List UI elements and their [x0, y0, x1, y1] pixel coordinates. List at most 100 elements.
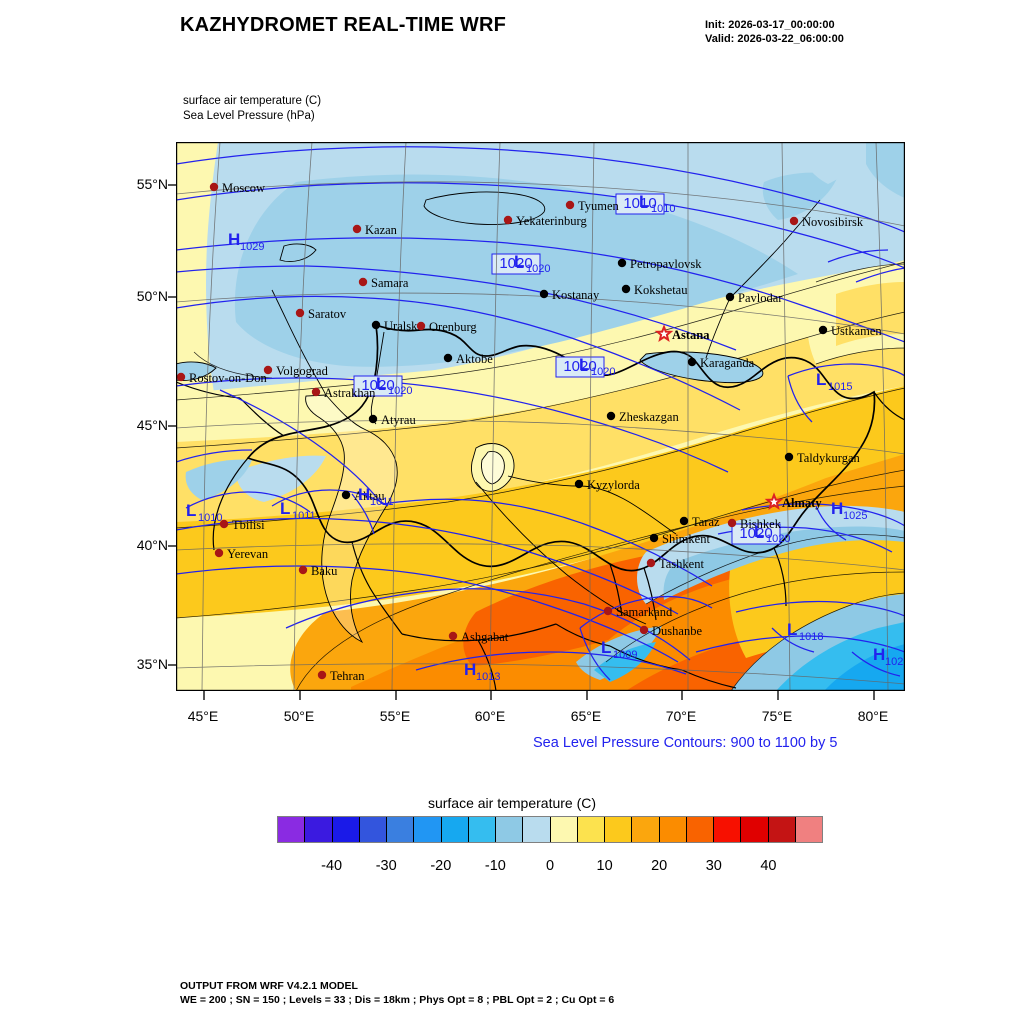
city-marker[interactable]: Yerevan — [214, 547, 269, 561]
footer-line-config: WE = 200 ; SN = 150 ; Levels = 33 ; Dis … — [180, 994, 615, 1006]
city-dot-icon — [784, 452, 794, 462]
colorbar-tick-label: 20 — [651, 858, 668, 874]
city-label: Orenburg — [429, 320, 477, 334]
pressure-center: H 1011 — [358, 485, 394, 508]
city-marker[interactable]: Pavlodar — [725, 291, 783, 305]
city-marker[interactable]: Kyzylorda — [574, 478, 640, 492]
city-label: Kostanay — [552, 288, 600, 302]
city-label: Novosibirsk — [802, 215, 864, 229]
pressure-value-label: 1009 — [613, 649, 637, 661]
city-label: Aktobe — [456, 352, 493, 366]
city-dot-icon — [358, 277, 368, 287]
slp-contour-caption: Sea Level Pressure Contours: 900 to 1100… — [533, 735, 838, 751]
city-marker[interactable]: Almaty — [764, 492, 822, 510]
city-marker[interactable]: Astana — [654, 324, 710, 342]
city-marker[interactable]: Rostov-on-Don — [176, 371, 268, 385]
city-marker[interactable]: Yekaterinburg — [503, 214, 588, 228]
isobar-value-label: 1020 — [499, 255, 532, 272]
city-marker[interactable]: Saratov — [295, 307, 347, 321]
city-marker[interactable]: Taraz — [679, 515, 720, 529]
city-marker[interactable]: Bishkek — [727, 517, 782, 531]
weather-map[interactable]: Moscow Kazan Tyumen Yekaterinburg Novosibirs… — [176, 142, 905, 691]
city-marker[interactable]: Uralsk — [371, 319, 418, 333]
city-marker[interactable]: Baku — [298, 564, 338, 578]
city-dot-icon — [311, 387, 321, 397]
pressure-center: L 1020 — [376, 374, 412, 397]
city-label: Taldykurgan — [797, 451, 861, 465]
city-dot-icon — [352, 224, 362, 234]
city-marker[interactable]: Samarkand — [603, 605, 673, 619]
city-dot-icon — [679, 516, 689, 526]
pressure-value-label: 1020 — [591, 366, 615, 378]
city-label: Moscow — [222, 181, 265, 195]
city-marker[interactable]: Kostanay — [539, 288, 600, 302]
colorbar-segment — [387, 817, 415, 842]
city-marker[interactable]: Kazan — [352, 223, 398, 237]
city-marker[interactable]: Ashgabat — [448, 630, 509, 644]
pressure-value-label: 1013 — [476, 671, 500, 683]
colorbar-tick-label: 40 — [760, 858, 777, 874]
city-marker[interactable]: Volgograd — [263, 364, 329, 378]
pressure-type-label: L — [787, 620, 797, 639]
city-marker[interactable]: Aktau — [341, 489, 385, 503]
city-marker[interactable]: Petropavlovsk — [617, 257, 702, 271]
city-marker[interactable]: Taldykurgan — [784, 451, 861, 465]
pressure-type-label: L — [601, 638, 611, 657]
colorbar-segment — [550, 817, 578, 842]
colorbar-segment — [496, 817, 524, 842]
city-dot-icon — [298, 565, 308, 575]
pressure-value-label: 1029 — [240, 241, 264, 253]
city-label: Kyzylorda — [587, 478, 640, 492]
isobar-value-label: 1020 — [563, 358, 596, 375]
colorbar-segment — [359, 817, 387, 842]
city-label: Tbilisi — [232, 518, 265, 532]
city-label: Ashgabat — [461, 630, 509, 644]
city-marker[interactable]: Zheskazgan — [606, 410, 680, 424]
city-label: Samara — [371, 276, 409, 290]
lon-tick-label: 55°E — [379, 708, 411, 724]
pressure-center: L 1009 — [601, 638, 637, 661]
city-marker[interactable]: Orenburg — [416, 320, 478, 334]
pressure-center: H 1029 — [228, 230, 264, 253]
city-marker[interactable]: Tbilisi — [219, 518, 265, 532]
city-label: Yekaterinburg — [516, 214, 587, 228]
colorbar-tick-label: -30 — [375, 858, 397, 874]
lat-tick-mark — [168, 664, 182, 666]
city-marker[interactable]: Atyrau — [368, 413, 417, 427]
city-marker[interactable]: Dushanbe — [639, 624, 703, 638]
colorbar-segment — [686, 817, 714, 842]
city-marker[interactable]: Tashkent — [646, 557, 705, 571]
colorbar-tick-label: 0 — [545, 858, 555, 874]
city-label: Tashkent — [659, 557, 704, 571]
pressure-type-label: L — [376, 374, 386, 393]
city-marker[interactable]: Ustkamen — [818, 324, 883, 338]
city-marker[interactable]: Samara — [358, 276, 409, 290]
colorbar-tick-label: 30 — [705, 858, 722, 874]
city-label: Almaty — [782, 496, 822, 510]
city-dot-icon — [416, 321, 426, 331]
city-marker[interactable]: Tehran — [317, 669, 365, 683]
city-dot-icon — [725, 292, 735, 302]
colorbar-title: surface air temperature (C) — [427, 795, 597, 811]
city-marker[interactable]: Shimkent — [649, 532, 711, 546]
city-marker[interactable]: Moscow — [209, 181, 265, 195]
colorbar-segment — [332, 817, 360, 842]
city-marker[interactable]: Novosibirsk — [789, 215, 864, 229]
city-marker[interactable]: Aktobe — [443, 352, 493, 366]
city-label: Rostov-on-Don — [189, 371, 268, 385]
city-marker[interactable]: Astrakhan — [311, 386, 376, 400]
pressure-value-label: 1010 — [651, 203, 675, 215]
pressure-center: L 1018 — [787, 620, 823, 643]
city-marker[interactable]: Tyumen — [565, 199, 620, 213]
colorbar-segment — [523, 817, 551, 842]
pressure-value-label: 1018 — [799, 631, 823, 643]
city-label: Tehran — [330, 669, 365, 683]
city-label: Kokshetau — [634, 283, 688, 297]
lon-tick-label: 80°E — [857, 708, 889, 724]
init-time: Init: 2026-03-17_00:00:00 — [705, 19, 835, 31]
contour-label-boxes — [353, 193, 781, 545]
city-marker[interactable]: Karaganda — [687, 356, 755, 370]
city-marker[interactable]: Kokshetau — [621, 283, 688, 297]
pressure-center: L 1020 — [579, 355, 615, 378]
